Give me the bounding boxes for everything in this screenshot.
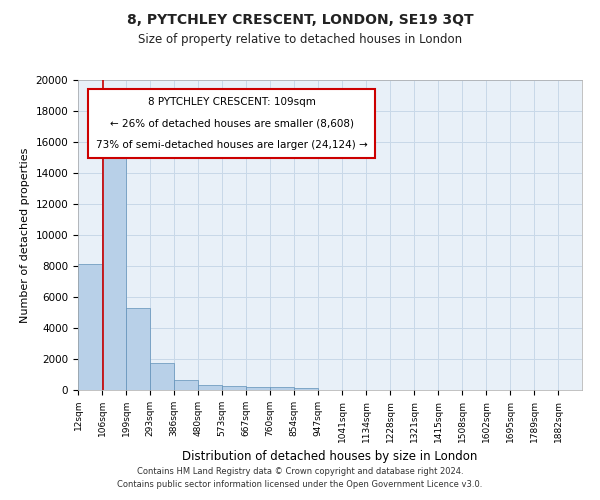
Text: 73% of semi-detached houses are larger (24,124) →: 73% of semi-detached houses are larger (… bbox=[96, 140, 368, 150]
Bar bbox=[246, 387, 270, 390]
Text: Contains public sector information licensed under the Open Government Licence v3: Contains public sector information licen… bbox=[118, 480, 482, 489]
Text: Size of property relative to detached houses in London: Size of property relative to detached ho… bbox=[138, 32, 462, 46]
Bar bbox=[126, 308, 150, 390]
Bar bbox=[270, 387, 294, 390]
Text: ← 26% of detached houses are smaller (8,608): ← 26% of detached houses are smaller (8,… bbox=[110, 118, 354, 128]
FancyBboxPatch shape bbox=[88, 90, 376, 158]
Text: 8 PYTCHLEY CRESCENT: 109sqm: 8 PYTCHLEY CRESCENT: 109sqm bbox=[148, 96, 316, 106]
X-axis label: Distribution of detached houses by size in London: Distribution of detached houses by size … bbox=[182, 450, 478, 463]
Bar bbox=[102, 126, 126, 390]
Text: 8, PYTCHLEY CRESCENT, LONDON, SE19 3QT: 8, PYTCHLEY CRESCENT, LONDON, SE19 3QT bbox=[127, 12, 473, 26]
Bar bbox=[198, 384, 222, 390]
Y-axis label: Number of detached properties: Number of detached properties bbox=[20, 148, 30, 322]
Bar bbox=[294, 388, 318, 390]
Text: Contains HM Land Registry data © Crown copyright and database right 2024.: Contains HM Land Registry data © Crown c… bbox=[137, 467, 463, 476]
Bar bbox=[78, 264, 102, 390]
Bar bbox=[174, 380, 198, 390]
Bar bbox=[222, 386, 246, 390]
Bar bbox=[150, 363, 174, 390]
